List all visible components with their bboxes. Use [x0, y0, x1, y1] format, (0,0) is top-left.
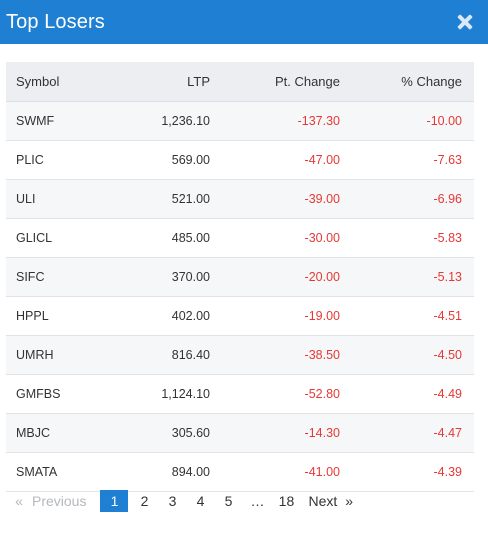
pagination-ellipsis: …: [250, 493, 265, 509]
cell-pt-change: -20.00: [304, 269, 340, 284]
next-page-button[interactable]: Next: [308, 493, 338, 509]
cell-symbol: ULI: [16, 191, 36, 206]
column-header-symbol[interactable]: Symbol: [6, 62, 106, 102]
cell-ltp: 521.00: [171, 191, 210, 206]
cell-pt-change: -14.30: [304, 425, 340, 440]
losers-table: Symbol LTP Pt. Change % Change SWMF 1,236…: [6, 62, 474, 492]
cell-ltp: 1,236.10: [161, 113, 210, 128]
table-row[interactable]: SMATA 894.00 -41.00 -4.39: [6, 452, 474, 491]
previous-arrow-icon: «: [15, 493, 23, 509]
cell-pct-change: -5.83: [433, 230, 463, 245]
cell-pct-change: -4.47: [433, 425, 463, 440]
cell-symbol: PLIC: [16, 152, 44, 167]
cell-ltp: 816.40: [171, 347, 210, 362]
cell-symbol: MBJC: [16, 425, 51, 440]
table-row[interactable]: GLICL 485.00 -30.00 -5.83: [6, 218, 474, 257]
pagination: « Previous 1 2 3 4 5 … 18 Next »: [12, 490, 353, 512]
page-button-2[interactable]: 2: [140, 493, 149, 509]
cell-pt-change: -137.30: [297, 113, 340, 128]
table-row[interactable]: SWMF 1,236.10 -137.30 -10.00: [6, 101, 474, 140]
table-row[interactable]: ULI 521.00 -39.00 -6.96: [6, 179, 474, 218]
cell-pct-change: -5.13: [433, 269, 463, 284]
cell-symbol: SIFC: [16, 269, 45, 284]
cell-pct-change: -4.51: [433, 308, 463, 323]
cell-ltp: 894.00: [171, 464, 210, 479]
table-row[interactable]: MBJC 305.60 -14.30 -4.47: [6, 413, 474, 452]
cell-ltp: 485.00: [171, 230, 210, 245]
table-body: SWMF 1,236.10 -137.30 -10.00 PLIC 569.00 -47.0…: [6, 101, 474, 491]
column-header-pct-change[interactable]: % Change: [348, 62, 474, 102]
table-row[interactable]: SIFC 370.00 -20.00 -5.13: [6, 257, 474, 296]
cell-pt-change: -52.80: [304, 386, 340, 401]
page-button-5[interactable]: 5: [224, 493, 233, 509]
table-row[interactable]: HPPL 402.00 -19.00 -4.51: [6, 296, 474, 335]
page-button-4[interactable]: 4: [196, 493, 205, 509]
cell-pct-change: -7.63: [433, 152, 463, 167]
next-arrow-icon[interactable]: »: [345, 493, 354, 509]
cell-ltp: 569.00: [171, 152, 210, 167]
cell-pt-change: -19.00: [304, 308, 340, 323]
cell-pct-change: -10.00: [426, 113, 462, 128]
page-button-1[interactable]: 1: [100, 490, 129, 512]
cell-pt-change: -41.00: [304, 464, 340, 479]
modal-title: Top Losers: [6, 10, 105, 33]
cell-ltp: 305.60: [171, 425, 210, 440]
column-header-pt-change[interactable]: Pt. Change: [218, 62, 348, 102]
cell-pct-change: -4.39: [433, 464, 463, 479]
table-row[interactable]: UMRH 816.40 -38.50 -4.50: [6, 335, 474, 374]
cell-pt-change: -39.00: [304, 191, 340, 206]
table-header-row: Symbol LTP Pt. Change % Change: [6, 62, 474, 102]
previous-page-button[interactable]: Previous: [32, 493, 87, 509]
cell-symbol: SMATA: [16, 464, 58, 479]
losers-table-container: Symbol LTP Pt. Change % Change SWMF 1,236…: [6, 62, 474, 492]
close-icon[interactable]: [456, 13, 474, 31]
cell-pt-change: -47.00: [304, 152, 340, 167]
table-row[interactable]: PLIC 569.00 -47.00 -7.63: [6, 140, 474, 179]
cell-pt-change: -38.50: [304, 347, 340, 362]
cell-symbol: UMRH: [16, 347, 54, 362]
page-button-3[interactable]: 3: [168, 493, 177, 509]
cell-ltp: 370.00: [171, 269, 210, 284]
cell-pct-change: -6.96: [433, 191, 463, 206]
cell-symbol: GMFBS: [16, 386, 61, 401]
column-header-ltp[interactable]: LTP: [106, 62, 218, 102]
cell-pct-change: -4.49: [433, 386, 463, 401]
cell-symbol: HPPL: [16, 308, 49, 323]
cell-symbol: GLICL: [16, 230, 53, 245]
table-row[interactable]: GMFBS 1,124.10 -52.80 -4.49: [6, 374, 474, 413]
cell-ltp: 1,124.10: [161, 386, 210, 401]
page-button-18[interactable]: 18: [278, 493, 295, 509]
cell-pt-change: -30.00: [304, 230, 340, 245]
cell-ltp: 402.00: [171, 308, 210, 323]
cell-pct-change: -4.50: [433, 347, 463, 362]
cell-symbol: SWMF: [16, 113, 55, 128]
modal-header: Top Losers: [0, 0, 488, 44]
